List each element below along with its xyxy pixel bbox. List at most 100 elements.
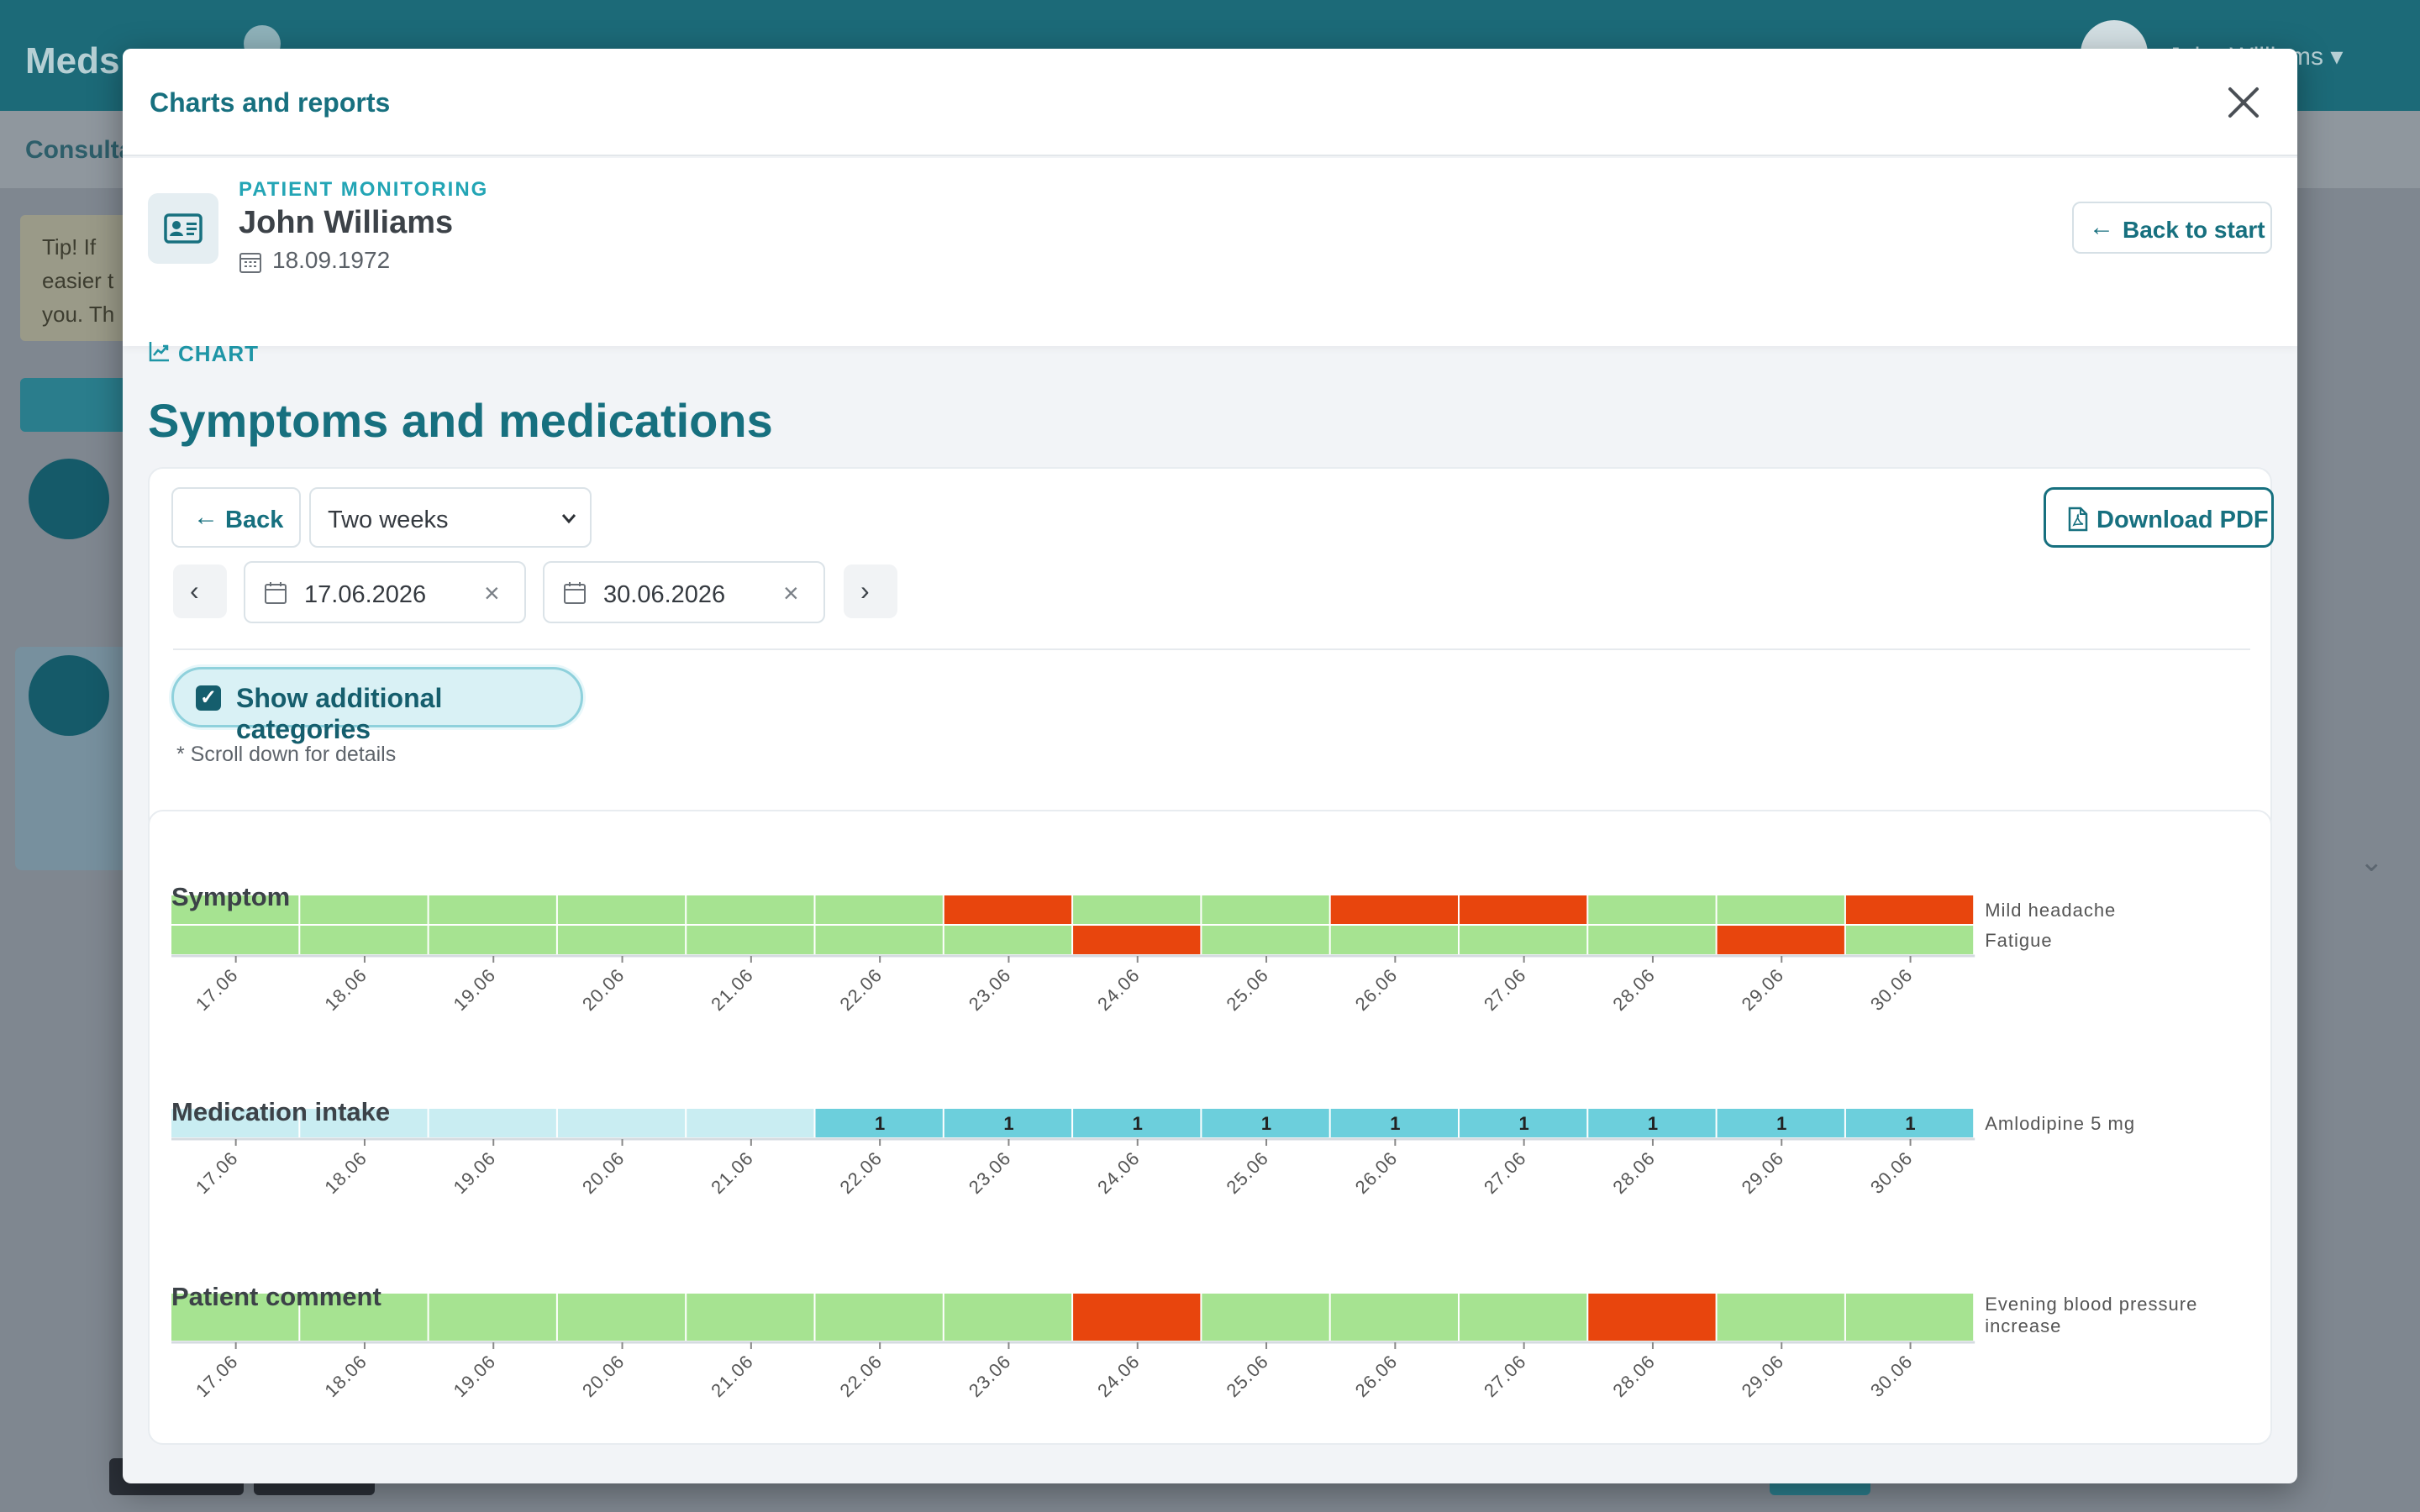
heatmap-cell xyxy=(1073,926,1201,954)
chevron-right-icon: › xyxy=(860,575,870,606)
app-logo: Meds xyxy=(25,40,120,81)
heatmap-cell xyxy=(300,1294,428,1341)
data-label: 1 xyxy=(1003,1113,1013,1134)
section-tag: CHART xyxy=(178,341,259,366)
heatmap-cell xyxy=(429,895,556,924)
date-to-field[interactable]: 30.06.2026 × xyxy=(543,561,825,623)
tick-label: 17.06 xyxy=(192,1351,242,1401)
tick-label: 27.06 xyxy=(1480,1351,1530,1401)
tick-label: 18.06 xyxy=(320,1351,371,1401)
heatmap-cell xyxy=(815,895,943,924)
back-label: Back xyxy=(225,507,284,533)
heatmap-cell xyxy=(1460,1109,1587,1137)
heatmap-cell xyxy=(1588,1109,1716,1137)
period-selected-value: Two weeks xyxy=(328,507,449,533)
series-label: Amlodipine 5 mg xyxy=(1985,1113,2135,1134)
heatmap-cell xyxy=(687,926,814,954)
series-label: Fatigue xyxy=(1985,930,2052,951)
heatmap-cell xyxy=(944,895,1072,924)
tick-label: 23.06 xyxy=(965,964,1015,1015)
checkbox-checked-icon[interactable]: ✓ xyxy=(196,685,221,711)
heatmap-cell xyxy=(300,895,428,924)
heatmap-cell xyxy=(1588,895,1716,924)
tick-label: 26.06 xyxy=(1351,1351,1402,1401)
data-label: 1 xyxy=(1133,1113,1143,1134)
chart-card: Mild headache Fatigue 17.06 18.06 19.06 20.06… xyxy=(148,810,2272,1445)
heatmap-cell xyxy=(171,1294,299,1341)
tick-label: 30.06 xyxy=(1866,1351,1917,1401)
chart-title-symptom: Symptom xyxy=(171,882,291,911)
tick-label: 28.06 xyxy=(1608,1147,1659,1198)
heatmap-cell xyxy=(944,1109,1072,1137)
date-from-field[interactable]: 17.06.2026 × xyxy=(244,561,526,623)
tick-label: 21.06 xyxy=(707,1147,757,1198)
tick-label: 30.06 xyxy=(1866,1147,1917,1198)
tick-label: 19.06 xyxy=(450,964,500,1015)
tick-label: 17.06 xyxy=(192,964,242,1015)
heatmap-cell xyxy=(1202,926,1329,954)
show-additional-label: Show additional categories xyxy=(236,683,443,744)
series-label: Evening blood pressure xyxy=(1985,1294,2197,1315)
tick-label: 19.06 xyxy=(450,1147,500,1198)
tick-label: 27.06 xyxy=(1480,1147,1530,1198)
heatmap-cell xyxy=(1845,926,1974,954)
back-to-start-label: Back to start xyxy=(2123,217,2265,243)
heatmap-cell xyxy=(1330,926,1458,954)
next-period-button[interactable]: › xyxy=(844,564,897,618)
chart-title-medication: Medication intake xyxy=(171,1097,391,1126)
chart-title-comment: Patient comment xyxy=(171,1282,381,1311)
previous-period-button[interactable]: ‹ xyxy=(173,564,227,618)
clear-date-to-icon[interactable]: × xyxy=(783,578,799,608)
period-select[interactable]: Two weeks xyxy=(309,487,592,548)
id-card-icon xyxy=(148,193,218,264)
heatmap-cell xyxy=(1330,1109,1458,1137)
scroll-hint: * Scroll down for details xyxy=(176,743,397,766)
heatmap-cell xyxy=(1717,895,1844,924)
tick-label: 21.06 xyxy=(707,1351,757,1401)
heatmap-cell xyxy=(1202,895,1329,924)
arrow-left-icon: ← xyxy=(2089,213,2114,241)
chevron-down-icon xyxy=(560,509,578,532)
heatmap-cell xyxy=(171,895,299,924)
back-to-start-button[interactable]: ← Back to start xyxy=(2072,202,2272,254)
tick-label: 22.06 xyxy=(836,1147,886,1198)
heatmap-cell xyxy=(429,926,556,954)
show-additional-categories-toggle[interactable]: ✓ Show additional categories xyxy=(171,667,583,744)
heatmap-cell xyxy=(300,1109,428,1137)
heatmap-cell xyxy=(1202,1294,1329,1341)
tick-label: 24.06 xyxy=(1093,1147,1144,1198)
tick-label: 24.06 xyxy=(1093,964,1144,1015)
controls-card: ← Back Two weeks Download PDF ‹ 17.06.20… xyxy=(148,467,2274,833)
close-icon[interactable] xyxy=(2222,81,2265,124)
back-button[interactable]: ← Back xyxy=(171,487,301,548)
calendar-icon xyxy=(563,581,587,609)
tick-label: 21.06 xyxy=(707,964,757,1015)
series-label: Mild headache xyxy=(1985,900,2116,921)
background-button xyxy=(20,378,131,432)
divider xyxy=(173,648,2250,650)
tick-label: 23.06 xyxy=(965,1147,1015,1198)
heatmap-cell xyxy=(557,1109,686,1137)
heatmap-cell xyxy=(815,926,943,954)
data-label: 1 xyxy=(1648,1113,1658,1134)
heatmap-cell xyxy=(171,1109,299,1137)
heatmap-cell xyxy=(687,1109,814,1137)
data-label: 1 xyxy=(1905,1113,1915,1134)
download-pdf-button[interactable]: Download PDF xyxy=(2044,487,2274,548)
calendar-icon xyxy=(239,250,262,278)
background-avatar-1 xyxy=(29,459,109,539)
tick-label: 28.06 xyxy=(1608,1351,1659,1401)
date-to-value: 30.06.2026 xyxy=(603,581,726,608)
chevron-left-icon: ‹ xyxy=(190,575,199,606)
tick-label: 27.06 xyxy=(1480,964,1530,1015)
heatmap-cell xyxy=(815,1294,943,1341)
heatmap-cell xyxy=(557,1294,686,1341)
heatmap-cell xyxy=(1202,1109,1329,1137)
tick-label: 20.06 xyxy=(578,1147,629,1198)
tick-label: 24.06 xyxy=(1093,1351,1144,1401)
clear-date-from-icon[interactable]: × xyxy=(484,578,500,608)
calendar-icon xyxy=(264,581,287,609)
modal-title: Charts and reports xyxy=(150,87,391,118)
heatmap-cell xyxy=(687,1294,814,1341)
heatmap-cell xyxy=(1073,1109,1201,1137)
